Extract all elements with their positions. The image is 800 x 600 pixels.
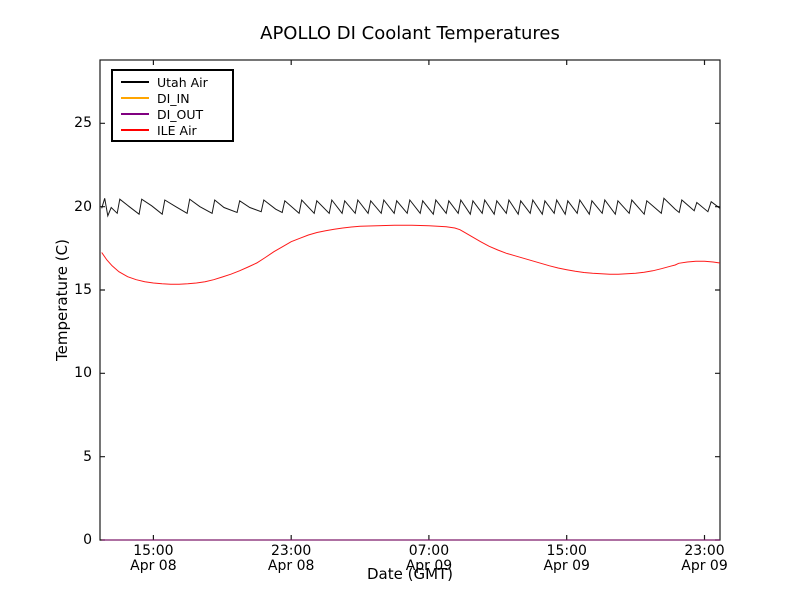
legend-label: DI_IN [157,90,190,106]
legend-line-swatch [121,129,149,131]
chart-title: APOLLO DI Coolant Temperatures [260,23,560,44]
x-tick-label: 23:00 Apr 08 [246,544,336,574]
legend-item: DI_IN [113,90,232,106]
legend-label: Utah Air [157,74,208,90]
x-axis-label: Date (GMT) [366,565,454,583]
x-tick-date: Apr 09 [681,558,728,574]
y-tick-label: 15 [74,282,92,298]
y-tick-label: 20 [74,198,92,215]
x-tick-label: 15:00 Apr 08 [108,544,198,574]
x-tick-date: Apr 09 [543,558,590,574]
legend-line-swatch [121,113,149,115]
x-tick-label: 23:00 Apr 09 [660,544,750,574]
y-axis-label: Temperature (C) [53,239,71,361]
legend: Utah Air DI_IN DI_OUT ILE Air [111,69,234,142]
x-tick-label: 15:00 Apr 09 [522,544,612,574]
x-tick-time: 23:00 [270,543,312,559]
legend-label: ILE Air [157,122,197,138]
x-tick-time: 07:00 [408,543,450,559]
x-tick-date: Apr 08 [130,558,177,574]
x-tick-time: 15:00 [133,543,174,559]
y-tick-label: 0 [83,532,92,548]
x-tick-date: Apr 09 [405,558,453,574]
legend-line-swatch [121,81,149,83]
legend-line-swatch [121,97,149,99]
series-ile-air [101,224,721,285]
y-tick-label: 10 [74,365,92,382]
legend-item: ILE Air [113,122,232,138]
x-tick-time: 23:00 [684,543,725,559]
legend-item: DI_OUT [113,106,232,122]
y-tick-label: 25 [74,115,92,132]
legend-item: Utah Air [113,74,232,90]
x-tick-date: Apr 08 [267,558,315,574]
y-tick-label: 5 [83,448,92,465]
x-tick-time: 15:00 [546,543,587,559]
series-utah-air [101,197,721,218]
x-tick-label: 07:00 Apr 09 [384,544,474,574]
legend-label: DI_OUT [157,106,204,122]
